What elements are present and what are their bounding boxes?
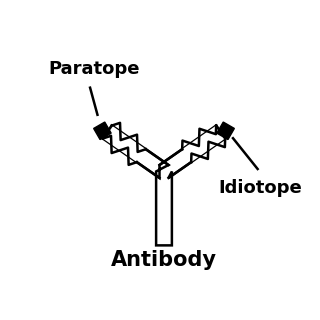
Text: Antibody: Antibody — [111, 250, 217, 270]
Bar — [94, 122, 111, 140]
Polygon shape — [103, 125, 225, 245]
Polygon shape — [182, 125, 225, 162]
Text: Paratope: Paratope — [48, 60, 140, 78]
Text: Idiotope: Idiotope — [218, 179, 302, 197]
Bar — [217, 122, 234, 140]
Polygon shape — [103, 125, 146, 162]
